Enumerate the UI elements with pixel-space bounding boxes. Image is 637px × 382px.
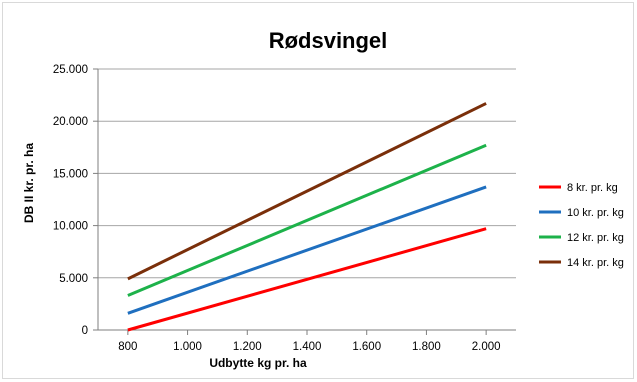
x-tick-label: 1.000 bbox=[173, 341, 202, 353]
series-line-2 bbox=[127, 185, 487, 315]
legend-label: 14 kr. pr. kg bbox=[567, 257, 624, 269]
y-tick-label: 25.000 bbox=[53, 64, 88, 76]
x-axis-label: Udbytte kg pr. ha bbox=[209, 356, 307, 370]
x-tick-label: 1.800 bbox=[412, 341, 441, 353]
chart-frame: Rødsvingel 0 5.000 10.000 15.000 20.000 25.00… bbox=[2, 2, 634, 379]
legend-label: 10 kr. pr. kg bbox=[567, 207, 624, 219]
series-lines bbox=[127, 102, 487, 332]
y-tick-label: 0 bbox=[82, 325, 88, 337]
y-tick-label: 20.000 bbox=[53, 116, 88, 128]
series-line-3 bbox=[127, 143, 487, 297]
y-tick-label: 15.000 bbox=[53, 168, 88, 180]
series-line-1 bbox=[127, 227, 487, 332]
legend-label: 12 kr. pr. kg bbox=[567, 232, 624, 244]
x-axis: 800 1.000 1.200 1.400 1.600 1.800 2.000 bbox=[98, 329, 516, 353]
y-axis: 0 5.000 10.000 15.000 20.000 25.000 bbox=[53, 64, 99, 337]
y-tick-label: 5.000 bbox=[59, 273, 88, 285]
legend-label: 8 kr. pr. kg bbox=[567, 182, 618, 194]
x-tick-label: 800 bbox=[118, 341, 137, 353]
legend: 8 kr. pr. kg 10 kr. pr. kg 12 kr. pr. kg 14… bbox=[539, 182, 624, 269]
x-tick-label: 1.400 bbox=[293, 341, 322, 353]
x-tick-label: 1.200 bbox=[233, 341, 262, 353]
x-tick-label: 1.600 bbox=[352, 341, 381, 353]
y-tick-label: 10.000 bbox=[53, 221, 88, 233]
series-line-4 bbox=[127, 102, 487, 281]
x-tick-label: 2.000 bbox=[472, 341, 501, 353]
y-axis-label: DB II kr. pr. ha bbox=[22, 143, 36, 223]
chart-canvas: Rødsvingel 0 5.000 10.000 15.000 20.000 25.00… bbox=[22, 28, 624, 370]
chart-title: Rødsvingel bbox=[269, 28, 388, 53]
